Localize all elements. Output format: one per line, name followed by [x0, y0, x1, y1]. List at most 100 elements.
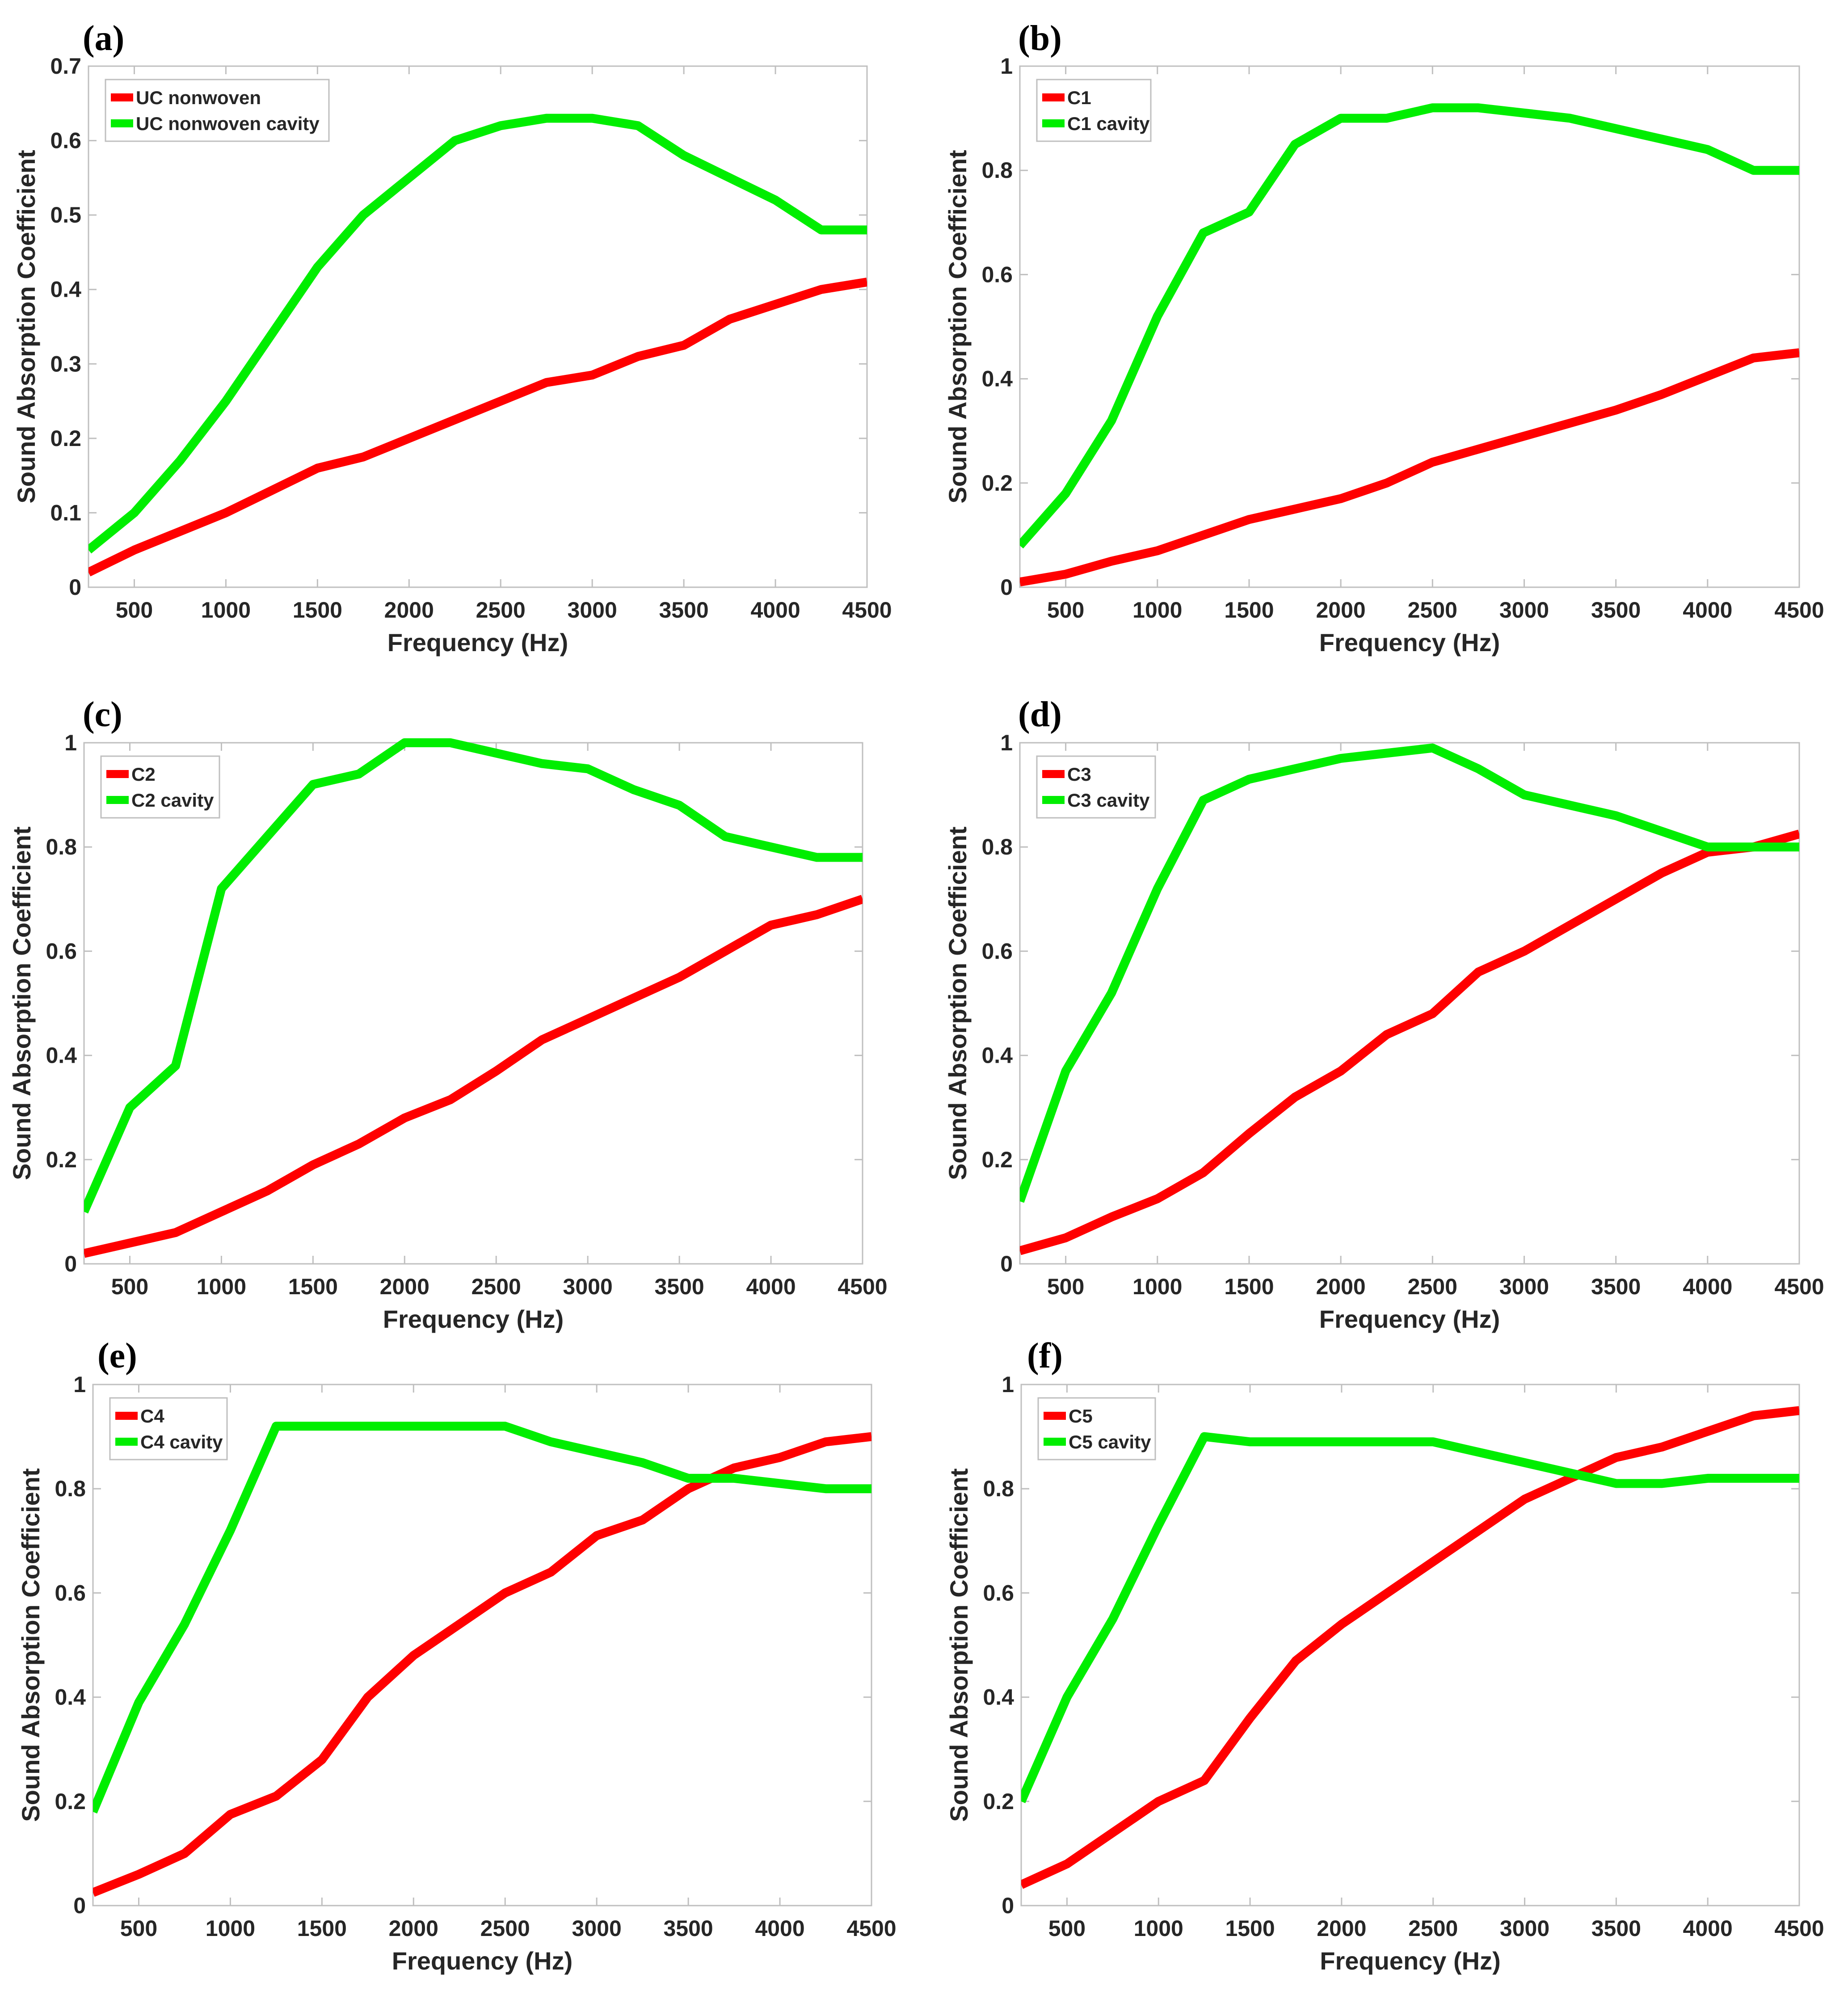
y-tick-label: 0.2: [50, 426, 81, 451]
y-tick-label: 0.6: [981, 262, 1013, 287]
x-tick-label: 3000: [1499, 1274, 1549, 1299]
y-axis-title: Sound Absorption Coefficient: [945, 1468, 973, 1822]
x-tick-label: 4500: [842, 598, 892, 623]
x-tick-label: 2500: [1408, 1916, 1458, 1941]
panel-a: 0 0.1 0.2 0.3 0.4 0.5 0.6 0.7 500 1000 1500 2000 250…: [12, 19, 892, 657]
legend-box: [100, 755, 220, 819]
series-line-c3: [1020, 829, 1799, 1255]
legend-entry: C3: [1067, 764, 1091, 785]
y-tick-label: 1: [1000, 730, 1013, 755]
x-axis-title: Frequency (Hz): [387, 628, 568, 657]
panel-label: (a): [83, 19, 124, 58]
x-axis-title: Frequency (Hz): [383, 1305, 564, 1333]
x-axis-title: Frequency (Hz): [392, 1947, 573, 1975]
legend-box: [1037, 1397, 1156, 1460]
y-tick-label: 0.8: [46, 834, 77, 859]
x-tick-label: 1500: [297, 1916, 347, 1941]
y-tick-label: 0.7: [50, 54, 81, 79]
y-tick-label: 1: [73, 1372, 86, 1397]
legend-entry: C5: [1069, 1406, 1093, 1427]
x-tick-label: 2000: [389, 1916, 438, 1941]
x-tick-label: 2500: [476, 598, 526, 623]
x-tick-label: 1000: [201, 598, 251, 623]
x-tick-label: 2000: [1317, 1916, 1366, 1941]
y-tick-label: 0.1: [50, 500, 81, 525]
y-tick-label: 0.6: [983, 1580, 1014, 1605]
y-tick-label: 0: [1000, 1251, 1013, 1276]
series-line-c1-cavity: [1020, 103, 1799, 549]
plot-area: [1020, 1384, 1800, 1906]
plot-area: [88, 65, 868, 588]
x-tick-label: 2000: [384, 598, 434, 623]
legend-entry: UC nonwoven cavity: [136, 113, 320, 134]
panel-label: (f): [1027, 1336, 1063, 1376]
y-axis-title: Sound Absorption Coefficient: [12, 150, 40, 503]
y-tick-label: 1: [1002, 1372, 1014, 1397]
legend-box: [1036, 79, 1152, 142]
y-tick-label: 0.3: [50, 351, 81, 376]
y-tick-label: 1: [1000, 54, 1013, 79]
legend-box: [1036, 755, 1156, 819]
legend-box: [109, 1397, 228, 1460]
series-line-uc-nonwoven-cavity: [88, 114, 867, 554]
x-tick-label: 1500: [293, 598, 342, 623]
x-axis-title: Frequency (Hz): [1320, 1947, 1501, 1975]
x-tick-label: 3500: [659, 598, 709, 623]
y-tick-label: 0.8: [981, 834, 1013, 859]
x-tick-label: 3500: [1591, 598, 1641, 623]
x-tick-label: 1500: [1225, 1916, 1275, 1941]
y-tick-label: 0.5: [50, 202, 81, 227]
y-tick-label: 0: [1000, 575, 1013, 600]
legend-entry: C2 cavity: [131, 790, 214, 811]
x-tick-label: 1000: [206, 1916, 255, 1941]
y-tick-label: 0.8: [983, 1476, 1014, 1501]
y-axis-title: Sound Absorption Coefficient: [943, 826, 972, 1180]
series-line-c5-cavity: [1021, 1432, 1799, 1803]
x-tick-label: 4500: [838, 1274, 887, 1299]
panel-label: (d): [1018, 695, 1062, 734]
y-axis-title: Sound Absorption Coefficient: [17, 1468, 45, 1822]
x-tick-label: 3000: [568, 598, 617, 623]
y-tick-label: 0.4: [983, 1685, 1014, 1710]
y-tick-label: 0.6: [50, 128, 81, 153]
x-tick-label: 500: [111, 1274, 148, 1299]
legend-entry: C2: [131, 764, 156, 785]
x-tick-label: 4000: [1683, 1274, 1732, 1299]
x-tick-label: 2500: [1408, 1274, 1457, 1299]
y-tick-label: 0.4: [50, 277, 81, 302]
x-tick-label: 2000: [1316, 598, 1366, 623]
x-tick-label: 1500: [1224, 1274, 1274, 1299]
y-tick-label: 0: [73, 1893, 86, 1918]
y-tick-label: 0: [1002, 1893, 1014, 1918]
x-tick-label: 500: [1048, 1916, 1086, 1941]
series-line-c2-cavity: [84, 738, 863, 1214]
x-tick-label: 4500: [1774, 1274, 1824, 1299]
x-tick-label: 2000: [380, 1274, 429, 1299]
x-tick-label: 3500: [1591, 1916, 1641, 1941]
x-tick-label: 4500: [1774, 1916, 1824, 1941]
x-tick-label: 3000: [1499, 598, 1549, 623]
y-tick-label: 0.2: [55, 1789, 86, 1814]
legend-entry: C1 cavity: [1067, 113, 1150, 134]
y-tick-label: 0.2: [46, 1147, 77, 1172]
x-tick-label: 3000: [563, 1274, 613, 1299]
y-tick-label: 0.4: [46, 1043, 77, 1068]
y-axis-title: Sound Absorption Coefficient: [8, 826, 36, 1180]
legend-entry: C3 cavity: [1067, 790, 1150, 811]
x-tick-label: 500: [120, 1916, 157, 1941]
y-tick-label: 0: [64, 1251, 77, 1276]
x-tick-label: 3500: [655, 1274, 704, 1299]
x-tick-label: 2500: [1408, 598, 1457, 623]
y-tick-label: 0.2: [981, 1147, 1013, 1172]
y-axis-title: Sound Absorption Coefficient: [943, 150, 972, 503]
y-tick-label: 0: [69, 575, 81, 600]
x-tick-label: 2000: [1316, 1274, 1366, 1299]
series-line-c4: [93, 1432, 871, 1897]
x-tick-label: 4000: [746, 1274, 796, 1299]
series-line-c5: [1021, 1406, 1799, 1889]
x-tick-label: 1000: [197, 1274, 246, 1299]
x-tick-label: 3500: [664, 1916, 713, 1941]
